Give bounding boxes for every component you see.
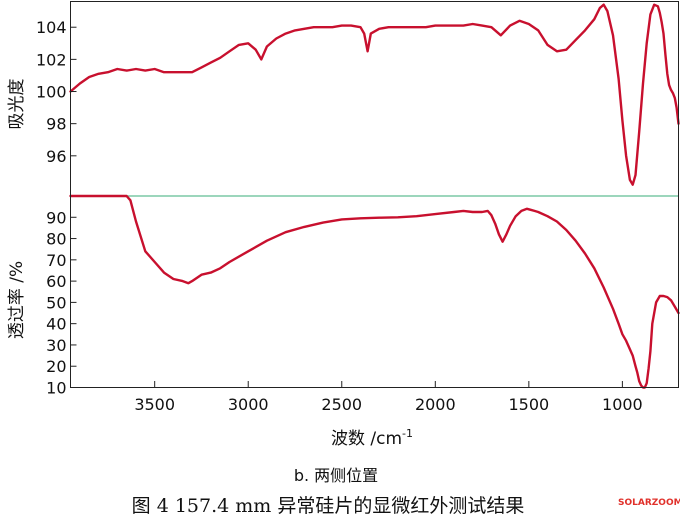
absorbance-y-tick-label-96: 96: [46, 147, 66, 166]
x-axis-label-superscript: -1: [402, 427, 413, 440]
absorbance-panel: 96 98 100 102 104 吸光度: [7, 3, 680, 186]
absorbance-y-tick-label-102: 102: [36, 50, 67, 69]
transmittance-y-tick-label-10: 10: [46, 379, 66, 398]
absorbance-y-ticks: 96 98 100 102 104: [36, 18, 77, 166]
transmittance-y-axis-label: 透过率 /%: [7, 261, 27, 339]
x-axis-ticks: 3500 3000 2500 2000 1500 1000: [134, 381, 643, 414]
x-tick-label-2500: 2500: [321, 395, 362, 414]
panel-sublabel: b. 两侧位置: [294, 466, 378, 485]
absorbance-series: [69, 3, 680, 186]
transmittance-y-tick-label-40: 40: [46, 315, 66, 334]
absorbance-y-tick-label-98: 98: [46, 115, 66, 134]
x-tick-label-3500: 3500: [134, 395, 175, 414]
transmittance-y-tick-label-80: 80: [46, 230, 66, 249]
x-tick-label-2000: 2000: [415, 395, 456, 414]
x-axis-label: 波数 /cm-1: [331, 427, 413, 449]
x-tick-label-1000: 1000: [602, 395, 643, 414]
transmittance-y-ticks: 10 20 30 40 50 60 70 80 90: [46, 208, 77, 398]
plot-frame: [70, 1, 679, 388]
x-tick-label-3000: 3000: [228, 395, 269, 414]
transmittance-y-tick-label-20: 20: [46, 357, 66, 376]
watermark-text: SOLARZOOM: [618, 498, 680, 508]
absorbance-line-0: [69, 3, 680, 186]
transmittance-panel: 10 20 30 40 50 60 70 80 90 透过率 /%: [7, 194, 680, 398]
x-tick-label-1500: 1500: [508, 395, 549, 414]
transmittance-y-tick-label-70: 70: [46, 251, 66, 270]
transmittance-y-tick-label-30: 30: [46, 336, 66, 355]
figure-caption: 图 4 157.4 mm 异常硅片的显微红外测试结果: [132, 495, 525, 517]
absorbance-y-axis-label: 吸光度: [7, 79, 27, 130]
transmittance-y-tick-label-90: 90: [46, 208, 66, 227]
transmittance-y-tick-label-60: 60: [46, 272, 66, 291]
transmittance-line-0: [69, 194, 680, 389]
absorbance-y-tick-label-104: 104: [36, 18, 67, 37]
transmittance-series: [69, 194, 680, 389]
x-axis-label-main: 波数 /cm: [331, 429, 402, 449]
transmittance-y-tick-label-50: 50: [46, 293, 66, 312]
absorbance-y-tick-label-100: 100: [36, 83, 67, 102]
